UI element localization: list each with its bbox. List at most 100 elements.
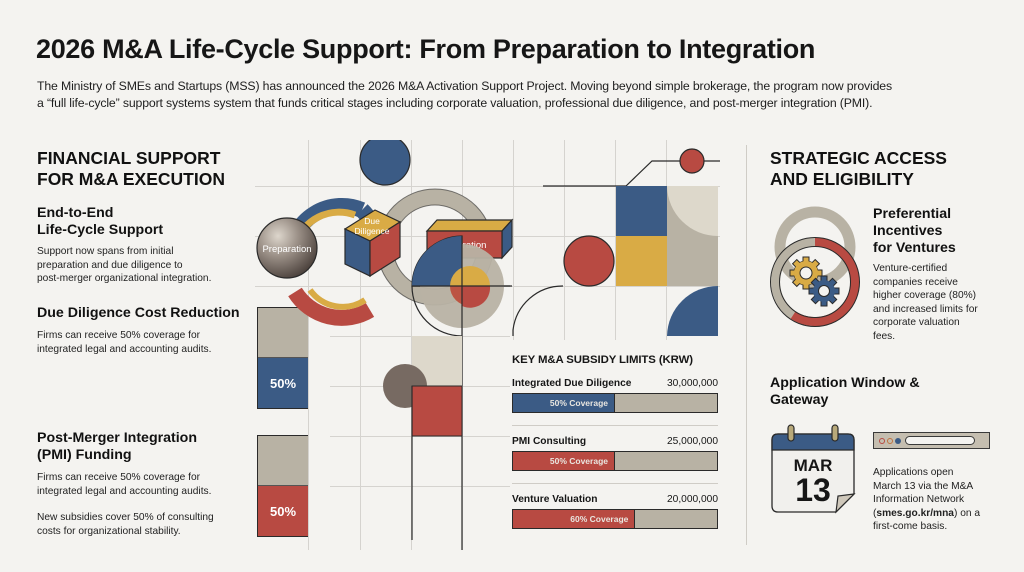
gear-icon: [789, 256, 823, 290]
body-line: integrated legal and accounting audits.: [37, 343, 212, 355]
body-suffix: ) on a: [953, 507, 981, 519]
limit-row: Integrated Due Diligence 30,000,000 50% …: [512, 378, 722, 413]
coverage-fill: 50% Coverage: [513, 452, 615, 470]
block-title-line: Post-Merger Integration: [37, 430, 198, 446]
body-line: New subsidies cover 50% of consulting: [37, 512, 214, 523]
body-line: first-come basis.: [873, 521, 948, 532]
block-body: Support now spans from initial preparati…: [37, 245, 267, 286]
browser-dot: [895, 437, 901, 444]
subsidy-limits-panel: KEY M&A SUBSIDY LIMITS (KRW) Integrated …: [512, 354, 722, 529]
grid-line: [255, 186, 720, 187]
gear-icon: [808, 275, 840, 307]
stage-label: Diligence: [355, 226, 390, 236]
cube-right: [369, 220, 401, 278]
block-body: Firms can receive 50% coverage for integ…: [37, 471, 267, 498]
body-line: corporate valuation: [873, 317, 960, 328]
intro-line: a “full life-cycle” support systems syst…: [37, 96, 873, 110]
mustard-block: [616, 236, 667, 286]
pmi-funding-block: Post-Merger Integration (PMI) Funding Fi…: [37, 430, 267, 538]
block-title: End-to-End Life-Cycle Support: [37, 205, 267, 239]
block-title-line: Application Window &: [770, 375, 920, 391]
browser-dot: [887, 437, 893, 444]
body-line: Information Network: [873, 494, 965, 505]
cream-quarter: [667, 186, 718, 236]
gears-ring-icon: [770, 206, 860, 327]
red-block: [411, 385, 463, 437]
intro-line: The Ministry of SMEs and Startups (MSS) …: [37, 79, 892, 93]
block-body: Venture-certified companies receive high…: [873, 262, 1018, 343]
limit-row: PMI Consulting 25,000,000 50% Coverage: [512, 436, 722, 471]
section-title-line: STRATEGIC ACCESS: [770, 148, 947, 168]
address-bar: [905, 436, 975, 445]
coverage-fill: 60% Coverage: [513, 510, 636, 528]
prism-top: [425, 219, 514, 232]
section-title: FINANCIAL SUPPORT FOR M&A EXECUTION: [37, 148, 267, 190]
pmi-coverage-bar: 50%: [257, 435, 309, 537]
arc-line: [512, 285, 564, 336]
block-body: Firms can receive 50% coverage for integ…: [37, 329, 267, 356]
body-line: Support now spans from initial: [37, 246, 174, 257]
body-line: March 13 via the M&A: [873, 480, 974, 492]
life-cycle-support-block: End-to-End Life-Cycle Support Support no…: [37, 205, 267, 286]
calendar-month: MAR: [793, 456, 833, 475]
stage-label: Preparation: [262, 244, 311, 255]
bar-covered-label: 50%: [258, 358, 308, 408]
coverage-bar: 50% Coverage: [512, 451, 718, 471]
grid-line: [411, 140, 412, 550]
block-title: Due Diligence Cost Reduction: [37, 305, 240, 321]
body-line: Applications open: [873, 467, 954, 478]
red-circle-icon: [563, 235, 615, 287]
page-title: 2026 M&A Life-Cycle Support: From Prepar…: [36, 34, 816, 64]
block-title-line: Life-Cycle Support: [37, 222, 164, 238]
blue-circle-icon: [359, 140, 411, 186]
intro-paragraph: The Ministry of SMEs and Startups (MSS) …: [37, 78, 997, 112]
bar-uncovered: [258, 436, 308, 486]
coverage-fill: 50% Coverage: [513, 394, 615, 412]
body-line: and increased limits for: [873, 303, 978, 315]
limit-label: Venture Valuation: [512, 494, 598, 505]
section-title-line: FINANCIAL SUPPORT: [37, 148, 221, 168]
application-window-title: Application Window & Gateway: [770, 375, 1010, 409]
grid-line: [360, 140, 361, 550]
calendar-icon: MAR 13: [770, 424, 856, 516]
browser-icon: [873, 432, 990, 449]
bar-covered-label: 50%: [258, 486, 308, 536]
browser-dot: [879, 437, 885, 444]
panel-title: KEY M&A SUBSIDY LIMITS (KRW): [512, 354, 693, 366]
block-title: Post-Merger Integration (PMI) Funding: [37, 430, 267, 464]
block-title-line: for Ventures: [873, 240, 956, 256]
block-title-line: End-to-End: [37, 205, 114, 221]
body-line: higher coverage (80%): [873, 290, 977, 301]
venture-incentives-block: Preferential Incentives for Ventures Ven…: [873, 206, 1018, 343]
limit-row: Venture Valuation 20,000,000 60% Coverag…: [512, 494, 722, 529]
blue-block: [616, 186, 667, 236]
block-title-line: (PMI) Funding: [37, 447, 132, 463]
limit-value: 25,000,000: [667, 436, 718, 447]
limit-label: PMI Consulting: [512, 436, 587, 447]
divider: [512, 425, 718, 426]
application-link[interactable]: smes.go.kr/mna: [876, 507, 954, 519]
section-title: STRATEGIC ACCESS AND ELIGIBILITY: [770, 148, 1010, 190]
bar-uncovered: [258, 308, 308, 358]
blue-quarter: [667, 286, 718, 336]
application-body: Applications open March 13 via the M&A I…: [873, 466, 1018, 534]
grid-line: [564, 140, 565, 340]
body-line: Venture-certified: [873, 263, 948, 274]
stage-label: Due: [364, 216, 380, 226]
due-diligence-coverage-bar: 50%: [257, 307, 309, 409]
arc-line: [411, 285, 463, 337]
block-title-line: Gateway: [770, 392, 829, 408]
preparation-sphere: [256, 217, 318, 279]
section-title-line: FOR M&A EXECUTION: [37, 169, 225, 189]
grid-line: [615, 140, 616, 340]
block-title-line: Preferential: [873, 206, 952, 222]
grid-line: [308, 140, 309, 550]
grid-line: [330, 486, 510, 487]
life-cycle-diagram: Preparation Due Diligence Integration: [256, 140, 720, 550]
body-line: integrated legal and accounting audits.: [37, 485, 212, 497]
due-diligence-block: Due Diligence Cost Reduction Firms can r…: [37, 305, 267, 356]
limit-value: 30,000,000: [667, 378, 718, 389]
ring-segment: [288, 287, 375, 326]
coverage-bar: 50% Coverage: [512, 393, 718, 413]
body-line: fees.: [873, 330, 896, 342]
